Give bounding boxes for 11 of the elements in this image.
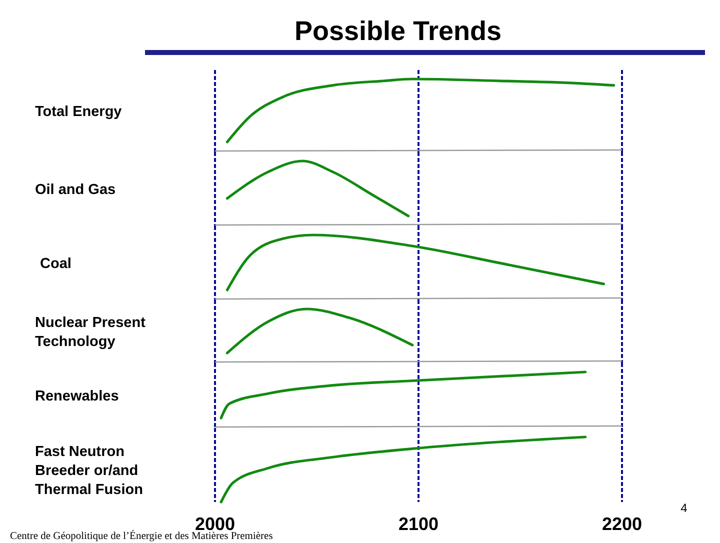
y-axis-title: Fast Neutron Breeder or/and Thermal Fusion <box>35 444 143 498</box>
y-axis-title: Total Energy <box>35 104 122 120</box>
y-axis-title: Nuclear Present Technology <box>35 315 146 350</box>
text: Centre de Géopolitique de l’Énergie et des Matières Premières <box>10 529 273 542</box>
text: 4 <box>680 501 688 515</box>
chart-title: Possible Trends <box>294 16 502 46</box>
y-axis-title: Coal <box>40 256 72 272</box>
y-axis-title: Oil and Gas <box>35 182 116 198</box>
x-tick-label: 2100 <box>398 514 439 534</box>
y-axis-title: Renewables <box>35 388 119 404</box>
x-tick-label: 2200 <box>602 514 642 534</box>
